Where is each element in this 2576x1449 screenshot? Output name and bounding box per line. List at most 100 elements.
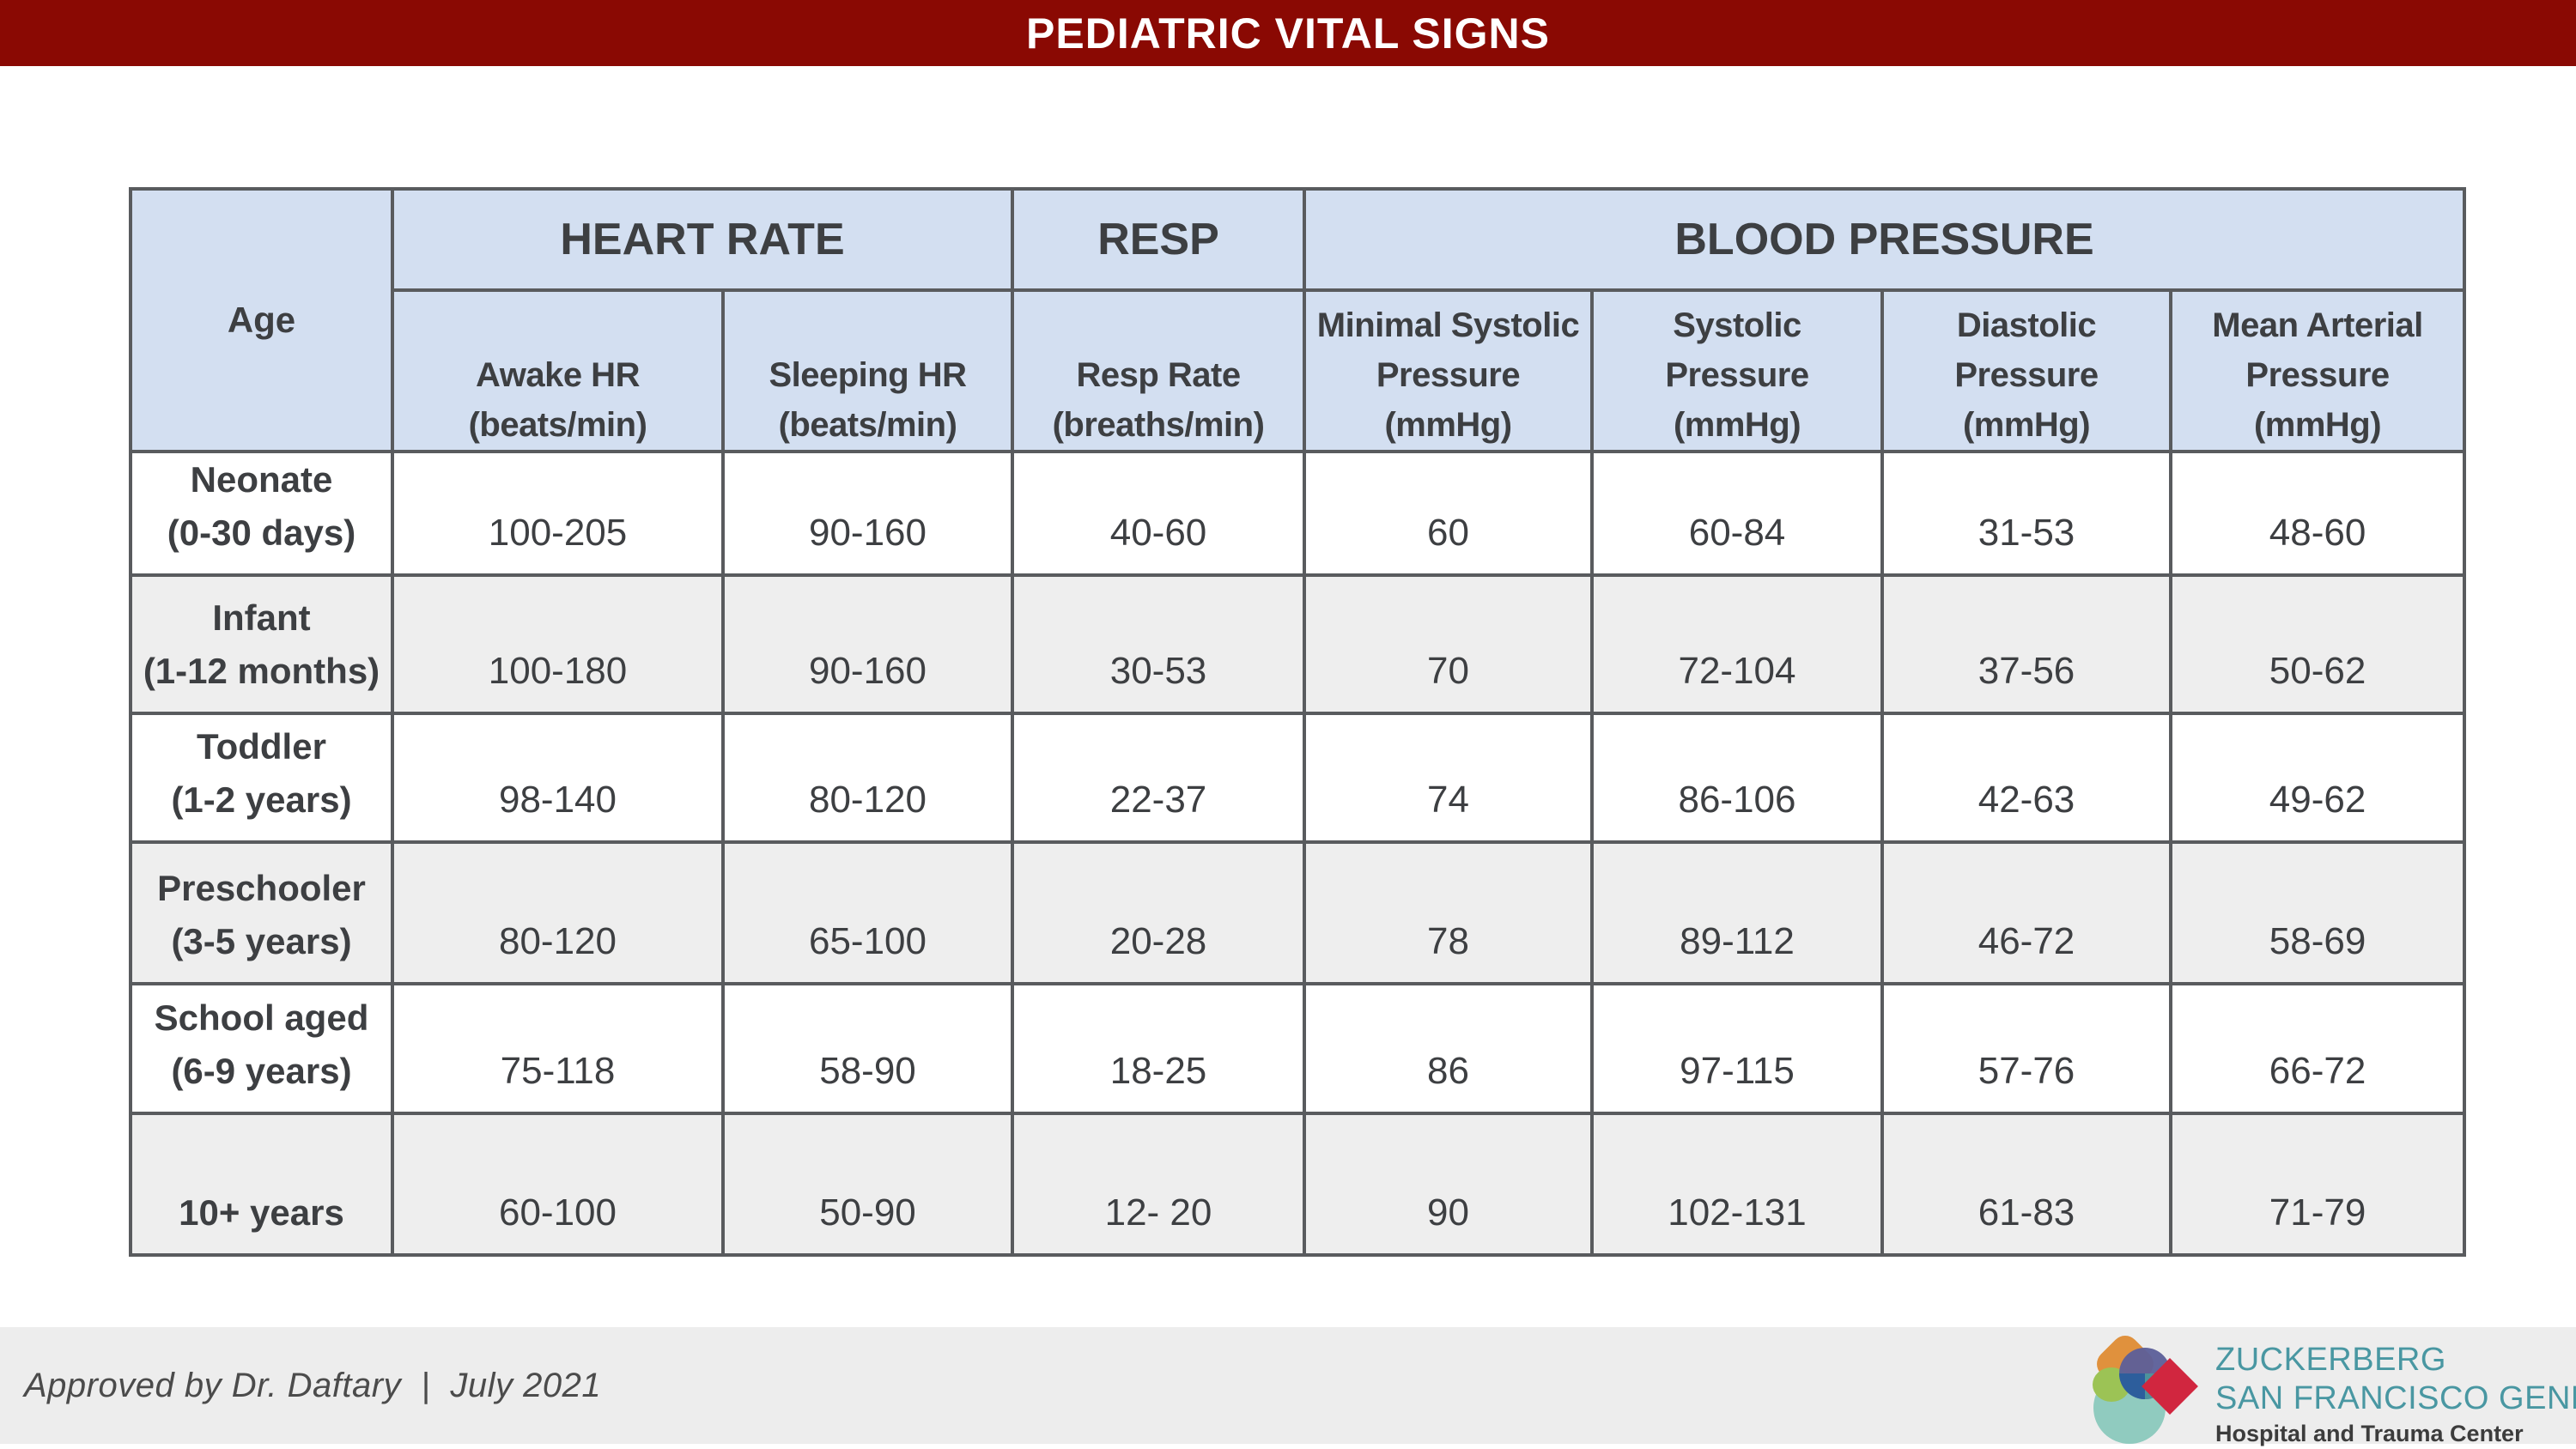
awake-hr-cell: 98-140 — [391, 712, 725, 844]
zsfg-logo-text: ZUCKERBERG SAN FRANCISCO GENERAL Hospita… — [2215, 1332, 2576, 1449]
minimal-systolic-cell: 70 — [1303, 573, 1594, 715]
column-header-minimal-systolic: Minimal Systolic Pressure (mmHg) — [1303, 288, 1594, 453]
age-label: Preschooler — [157, 868, 366, 908]
resp-rate-unit: (breaths/min) — [1052, 406, 1265, 444]
systolic-unit: (mmHg) — [1673, 406, 1801, 444]
table-row: School aged (6-9 years) 75-118 58-90 18-2… — [129, 982, 2467, 1115]
sleeping-hr-label: Sleeping HR — [769, 356, 967, 394]
mean-arterial-cell: 48-60 — [2168, 450, 2467, 577]
column-header-awake-hr: Awake HR (beats/min) — [391, 288, 725, 453]
age-cell: School aged (6-9 years) — [129, 982, 394, 1115]
mean-arterial-cell: 71-79 — [2168, 1112, 2467, 1257]
diastolic-cell: 31-53 — [1880, 450, 2172, 577]
age-label: School aged — [154, 997, 369, 1038]
age-range-label: (1-2 years) — [171, 779, 352, 820]
awake-hr-cell: 80-120 — [391, 840, 725, 985]
diastolic-label2: Pressure — [1954, 356, 2099, 394]
age-cell: 10+ years — [129, 1112, 394, 1257]
age-cell: Neonate (0-30 days) — [129, 450, 394, 577]
mean-arterial-label: Mean Arterial — [2212, 306, 2423, 344]
resp-rate-cell: 40-60 — [1011, 450, 1306, 577]
column-header-mean-arterial: Mean Arterial Pressure (mmHg) — [2168, 288, 2467, 453]
mean-arterial-label2: Pressure — [2245, 356, 2390, 394]
diastolic-cell: 61-83 — [1880, 1112, 2172, 1257]
table-row: Toddler (1-2 years) 98-140 80-120 22-37 7… — [129, 712, 2467, 844]
diastolic-cell: 37-56 — [1880, 573, 2172, 715]
column-header-systolic: Systolic Pressure (mmHg) — [1590, 288, 1884, 453]
awake-hr-cell: 75-118 — [391, 982, 725, 1115]
resp-rate-cell: 18-25 — [1011, 982, 1306, 1115]
table-row: Preschooler (3-5 years) 80-120 65-100 20-… — [129, 840, 2467, 985]
vitals-table: Age HEART RATE RESP BLOOD PRESSURE Awake… — [129, 187, 2467, 1257]
minimal-systolic-cell: 78 — [1303, 840, 1594, 985]
diastolic-unit: (mmHg) — [1962, 406, 2091, 444]
systolic-label: Systolic — [1673, 306, 1801, 344]
resp-rate-cell: 12- 20 — [1011, 1112, 1306, 1257]
sleeping-hr-unit: (beats/min) — [778, 406, 957, 444]
minimal-systolic-cell: 86 — [1303, 982, 1594, 1115]
column-header-diastolic: Diastolic Pressure (mmHg) — [1880, 288, 2172, 453]
systolic-cell: 89-112 — [1590, 840, 1884, 985]
sleeping-hr-cell: 90-160 — [721, 450, 1014, 577]
age-cell: Preschooler (3-5 years) — [129, 840, 394, 985]
sleeping-hr-cell: 80-120 — [721, 712, 1014, 844]
logo-line-zuckerberg: ZUCKERBERG — [2215, 1342, 2446, 1378]
resp-rate-cell: 30-53 — [1011, 573, 1306, 715]
systolic-label2: Pressure — [1665, 356, 1809, 394]
systolic-cell: 60-84 — [1590, 450, 1884, 577]
age-header: Age — [129, 187, 394, 453]
sleeping-hr-cell: 90-160 — [721, 573, 1014, 715]
page-title: PEDIATRIC VITAL SIGNS — [1026, 9, 1550, 58]
systolic-cell: 86-106 — [1590, 712, 1884, 844]
minimal-systolic-label: Minimal Systolic — [1316, 306, 1580, 344]
group-header-blood-pressure: BLOOD PRESSURE — [1302, 187, 2467, 292]
age-header-label: Age — [227, 300, 296, 340]
mean-arterial-cell: 50-62 — [2168, 573, 2467, 715]
awake-hr-unit: (beats/min) — [468, 406, 647, 444]
zsfg-logo: ZUCKERBERG SAN FRANCISCO GENERAL Hospita… — [2085, 1332, 2576, 1447]
resp-rate-label: Resp Rate — [1076, 356, 1241, 394]
minimal-systolic-cell: 60 — [1303, 450, 1594, 577]
systolic-cell: 72-104 — [1590, 573, 1884, 715]
systolic-cell: 102-131 — [1590, 1112, 1884, 1257]
age-range-label: (0-30 days) — [167, 512, 356, 553]
resp-rate-cell: 22-37 — [1011, 712, 1306, 844]
resp-rate-cell: 20-28 — [1011, 840, 1306, 985]
sleeping-hr-cell: 58-90 — [721, 982, 1014, 1115]
systolic-cell: 97-115 — [1590, 982, 1884, 1115]
age-range-label: (3-5 years) — [171, 921, 352, 961]
zsfg-logo-icon — [2093, 1336, 2198, 1444]
diastolic-cell: 57-76 — [1880, 982, 2172, 1115]
age-label: 10+ years — [179, 1192, 344, 1233]
group-header-resp: RESP — [1011, 187, 1306, 292]
approval-text: Approved by Dr. Daftary | July 2021 — [24, 1366, 602, 1404]
age-label: Neonate — [190, 459, 333, 500]
diastolic-cell: 46-72 — [1880, 840, 2172, 985]
mean-arterial-cell: 58-69 — [2168, 840, 2467, 985]
column-header-sleeping-hr: Sleeping HR (beats/min) — [721, 288, 1014, 453]
column-header-resp-rate: Resp Rate (breaths/min) — [1011, 288, 1306, 453]
awake-hr-cell: 60-100 — [391, 1112, 725, 1257]
table-row: 10+ years 60-100 50-90 12- 20 90 102-131… — [129, 1112, 2467, 1257]
sleeping-hr-cell: 50-90 — [721, 1112, 1014, 1257]
age-range-label: (6-9 years) — [171, 1051, 352, 1091]
age-label: Toddler — [197, 726, 326, 767]
sleeping-hr-cell: 65-100 — [721, 840, 1014, 985]
minimal-systolic-cell: 74 — [1303, 712, 1594, 844]
header-column-row: Awake HR (beats/min) Sleeping HR (beats/… — [131, 288, 2467, 453]
table-row: Infant (1-12 months) 100-180 90-160 30-53… — [129, 573, 2467, 715]
mean-arterial-cell: 66-72 — [2168, 982, 2467, 1115]
header-group-row: Age HEART RATE RESP BLOOD PRESSURE — [129, 187, 2467, 453]
diastolic-label: Diastolic — [1956, 306, 2097, 344]
diastolic-cell: 42-63 — [1880, 712, 2172, 844]
age-cell: Toddler (1-2 years) — [129, 712, 394, 844]
blood-pressure-label: BLOOD PRESSURE — [1674, 215, 2094, 264]
minimal-systolic-label2: Pressure — [1376, 356, 1521, 394]
logo-line-sfgeneral: SAN FRANCISCO GENERAL — [2215, 1380, 2576, 1416]
age-range-label: (1-12 months) — [143, 651, 380, 691]
mean-arterial-cell: 49-62 — [2168, 712, 2467, 844]
resp-label: RESP — [1097, 215, 1219, 264]
table-row: Neonate (0-30 days) 100-205 90-160 40-60 … — [129, 450, 2467, 577]
group-header-heart-rate: HEART RATE — [391, 187, 1014, 292]
logo-line-hospital: Hospital and Trauma Center — [2215, 1421, 2524, 1446]
